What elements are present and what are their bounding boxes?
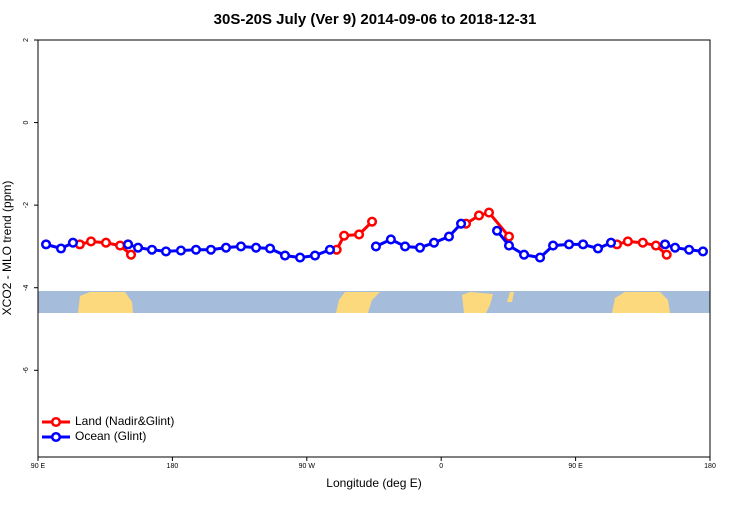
data-point bbox=[563, 239, 575, 250]
data-point bbox=[279, 250, 291, 261]
data-point bbox=[205, 244, 216, 255]
data-point bbox=[339, 230, 350, 241]
data-point bbox=[443, 231, 455, 242]
data-point bbox=[428, 237, 440, 248]
data-point bbox=[578, 239, 589, 250]
data-point bbox=[122, 239, 134, 250]
y-tick-label: -6 bbox=[23, 367, 30, 373]
data-point bbox=[473, 210, 485, 221]
data-point bbox=[622, 236, 633, 247]
data-point bbox=[115, 240, 126, 251]
data-point bbox=[190, 244, 202, 255]
y-axis-label: XCO2 - MLO trend (ppm) bbox=[0, 181, 14, 316]
x-tick-label: 90 W bbox=[299, 463, 316, 470]
data-point bbox=[175, 245, 186, 256]
x-tick-label: 0 bbox=[439, 463, 443, 470]
data-point bbox=[133, 242, 144, 253]
legend-marker bbox=[50, 431, 62, 443]
data-point bbox=[592, 243, 604, 254]
legend-marker bbox=[50, 416, 62, 428]
chart-title: 30S-20S July (Ver 9) 2014-09-06 to 2018-… bbox=[214, 11, 537, 28]
data-point bbox=[637, 237, 648, 248]
data-point bbox=[605, 237, 617, 248]
series-line bbox=[45, 222, 704, 260]
plot-frame bbox=[37, 39, 711, 458]
data-point bbox=[367, 216, 378, 227]
data-point bbox=[414, 242, 426, 253]
data-point bbox=[503, 231, 515, 242]
data-point bbox=[535, 252, 546, 263]
legend-label: Land (Nadir&Glint) bbox=[75, 414, 174, 428]
x-tick-label: 90 E bbox=[31, 463, 46, 470]
data-point bbox=[146, 244, 157, 255]
data-point bbox=[697, 246, 709, 257]
data-point bbox=[456, 218, 467, 229]
data-point bbox=[385, 234, 396, 245]
data-point bbox=[309, 250, 321, 261]
data-point bbox=[250, 242, 262, 253]
data-point bbox=[400, 241, 411, 252]
x-tick-label: 90 E bbox=[568, 463, 583, 470]
y-tick-label: 0 bbox=[23, 121, 30, 125]
data-point bbox=[324, 244, 335, 255]
data-point bbox=[41, 239, 52, 250]
data-point bbox=[503, 240, 515, 251]
data-point bbox=[660, 239, 671, 250]
data-point bbox=[661, 249, 672, 260]
data-point bbox=[125, 249, 137, 260]
data-point bbox=[354, 229, 365, 240]
data-point bbox=[100, 237, 111, 248]
data-point bbox=[492, 225, 503, 236]
x-axis-label: Longitude (deg E) bbox=[326, 476, 421, 490]
y-tick-label: -2 bbox=[23, 202, 30, 208]
legend-label: Ocean (Glint) bbox=[75, 429, 146, 443]
data-point bbox=[55, 243, 67, 254]
x-tick-label: 180 bbox=[704, 463, 716, 470]
data-point bbox=[519, 249, 530, 260]
data-point bbox=[67, 237, 78, 248]
data-point bbox=[160, 246, 172, 257]
data-point bbox=[548, 240, 559, 251]
data-point bbox=[235, 241, 246, 252]
data-point bbox=[650, 240, 661, 251]
y-tick-label: 2 bbox=[23, 38, 30, 42]
data-point bbox=[220, 242, 232, 253]
data-point bbox=[370, 241, 381, 252]
data-point bbox=[295, 252, 306, 263]
data-point bbox=[670, 242, 681, 253]
data-point bbox=[265, 243, 276, 254]
map-strip bbox=[38, 291, 710, 313]
data-point bbox=[85, 236, 97, 247]
y-tick-label: -4 bbox=[23, 285, 30, 291]
data-point bbox=[684, 244, 695, 255]
data-point bbox=[483, 207, 495, 218]
x-tick-label: 180 bbox=[167, 463, 179, 470]
